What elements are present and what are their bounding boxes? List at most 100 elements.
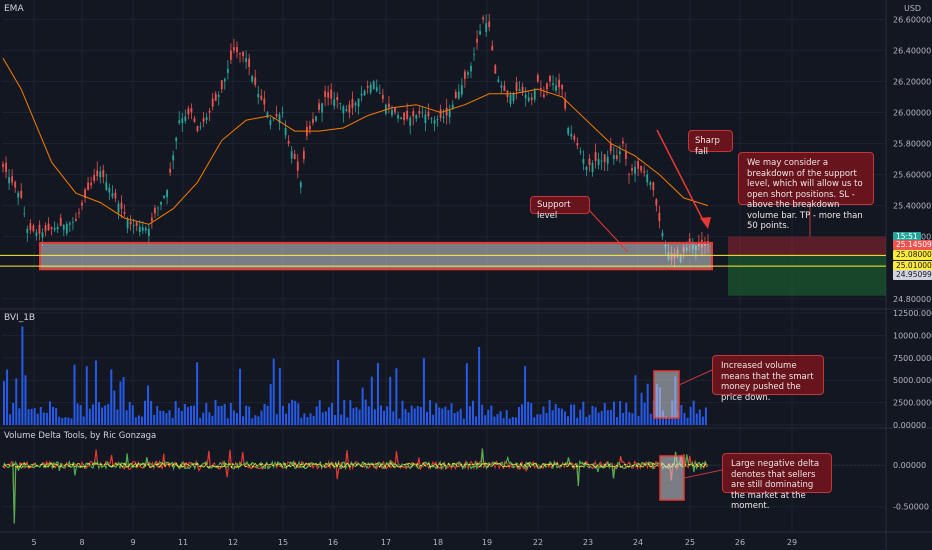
volume-bar (563, 411, 566, 425)
candle-body (546, 83, 548, 90)
candle-body (634, 166, 636, 174)
candle-body (141, 227, 144, 231)
candle-body (530, 97, 533, 101)
candle-body (278, 114, 281, 123)
candle-body (439, 109, 442, 118)
candle-body (524, 94, 527, 99)
candle-body (442, 116, 445, 119)
candle-body (123, 212, 126, 214)
volume-bar (193, 405, 196, 425)
candle-body (17, 192, 20, 198)
candle-body (157, 207, 159, 209)
volume-bar (9, 414, 12, 425)
volume-bar (55, 408, 58, 425)
support-level-callout: Support level (530, 196, 590, 221)
volume-bar (579, 409, 582, 425)
volume-bar (680, 405, 683, 425)
volume-bar (475, 416, 478, 425)
volume-bar (603, 403, 606, 425)
volume-bar (432, 414, 435, 425)
volume-bar (407, 412, 410, 425)
volume-bar (355, 407, 358, 425)
volume-bar (263, 403, 266, 425)
candle-body (254, 77, 257, 85)
candle-body (266, 112, 269, 118)
candle-body (451, 104, 454, 109)
volume-bar (33, 407, 36, 425)
volume-bar (324, 411, 327, 425)
candle-body (612, 155, 615, 160)
volume-bar (367, 406, 370, 425)
volume-bar (125, 410, 128, 425)
candle-body (351, 98, 354, 108)
candle-body (287, 140, 290, 144)
candle-body (129, 221, 132, 225)
candle-body (381, 95, 384, 99)
volume-bar (484, 415, 487, 425)
candle-body (38, 224, 41, 234)
volume-bar (144, 400, 146, 425)
candle-body (269, 120, 272, 125)
volume-bar (208, 412, 211, 425)
volume-bar (689, 406, 692, 425)
candle-body (579, 151, 582, 153)
candle-body (588, 158, 591, 165)
candle-body (312, 119, 314, 123)
candle-body (418, 111, 421, 114)
volume-bar (257, 416, 260, 425)
candle-body (433, 120, 436, 124)
candle-body (348, 104, 351, 113)
ema-line (2, 57, 709, 225)
volume-bar (171, 417, 174, 425)
volume-bar (646, 383, 649, 425)
volume-highlight (653, 370, 680, 419)
volume-bar (686, 417, 689, 425)
volume-bar (600, 410, 603, 425)
candle-body (296, 161, 299, 171)
volume-bar (668, 418, 671, 425)
volume-bar (422, 358, 425, 425)
volume-bar (465, 363, 468, 425)
volume-bar (162, 410, 165, 425)
candle-body (558, 79, 561, 88)
candle-body (172, 155, 175, 161)
volume-tick-label: 12500.00000 (893, 309, 932, 318)
candle-body (14, 182, 17, 188)
volume-bar (107, 404, 110, 425)
candle-body (512, 93, 515, 102)
volume-bar (692, 400, 695, 425)
candle-body (263, 98, 266, 105)
volume-bar (533, 417, 536, 425)
candle-body (302, 151, 305, 160)
volume-bar (266, 405, 269, 425)
candle-body (336, 96, 339, 101)
candle-body (190, 108, 193, 113)
volume-bar (186, 407, 189, 425)
price-tag: 24.95099 (893, 270, 932, 281)
sharp-fall-arrowhead (700, 217, 711, 229)
volume-bar (496, 413, 499, 425)
volume-bar (337, 359, 340, 425)
volume-bar (349, 400, 352, 425)
candle-body (330, 89, 333, 99)
volume-bar (88, 408, 91, 425)
candle-body (375, 87, 378, 92)
candle-body (378, 93, 381, 94)
volume-bar (232, 410, 235, 425)
candle-body (257, 93, 260, 98)
volume-bar (128, 401, 131, 425)
volume-bar (373, 409, 376, 425)
volume-bar (183, 403, 186, 425)
volume-bar (300, 417, 303, 425)
volume-bar (343, 399, 346, 425)
candle-body (366, 85, 369, 88)
delta-negative-line (2, 448, 709, 524)
volume-bar (73, 364, 76, 425)
delta-highlight (659, 455, 685, 501)
candle-body (284, 128, 287, 136)
candle-body (582, 159, 585, 164)
candle-body (482, 17, 485, 20)
volume-bar (383, 410, 386, 425)
candle-body (193, 118, 196, 122)
candle-body (391, 109, 393, 116)
